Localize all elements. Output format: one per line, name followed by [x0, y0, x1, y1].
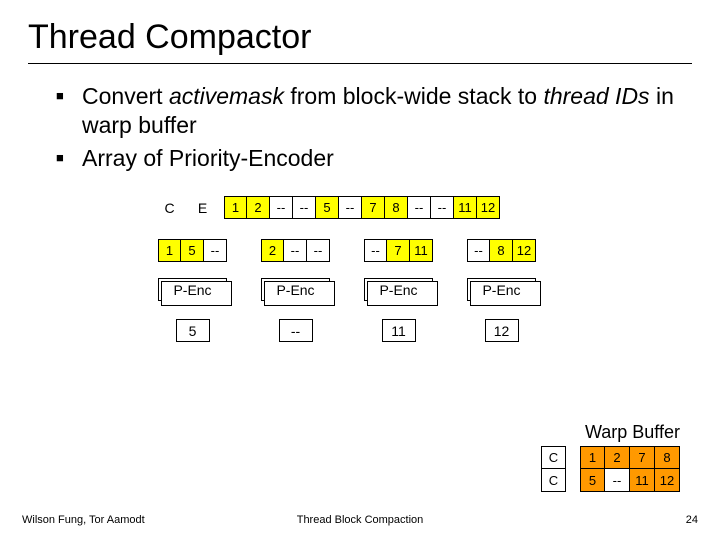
- group-cell: --: [204, 239, 227, 262]
- mask-cell: 11: [454, 196, 477, 219]
- footer-page-number: 24: [686, 514, 698, 526]
- mask-cell: --: [339, 196, 362, 219]
- mask-cell: 8: [385, 196, 408, 219]
- warp-buffer-cell: 11: [630, 469, 655, 492]
- group-cell: 8: [490, 239, 513, 262]
- warp-buffer-cell: 12: [655, 469, 680, 492]
- warp-buffer-cell: --: [605, 469, 630, 492]
- top-activemask-row: C E 1 2 -- -- 5 -- 7 8 -- -- 11 12: [158, 196, 658, 219]
- label-c: C: [158, 196, 181, 219]
- group-cell: 5: [181, 239, 204, 262]
- encoder-group: 2 -- -- P-Enc --: [261, 239, 330, 342]
- bullet-1-em1: activemask: [169, 83, 284, 109]
- warp-buffer-cell: 7: [630, 446, 655, 469]
- label-e: E: [191, 196, 214, 219]
- group-cell: 11: [410, 239, 433, 262]
- group-cell: --: [467, 239, 490, 262]
- page-title: Thread Compactor: [28, 18, 692, 57]
- title-rule: [28, 63, 692, 64]
- group-cell: 7: [387, 239, 410, 262]
- mask-cell: 1: [224, 196, 247, 219]
- mask-cell: --: [408, 196, 431, 219]
- warp-buffer-title: Warp Buffer: [541, 422, 680, 443]
- warp-buffer-row: C 1 2 7 8: [541, 446, 680, 469]
- warp-buffer-label: C: [541, 469, 566, 492]
- encoder-group: 1 5 -- P-Enc 5: [158, 239, 227, 342]
- bullet-1: Convert activemask from block-wide stack…: [56, 82, 692, 140]
- group-cell: 2: [261, 239, 284, 262]
- bullet-1-em2: thread IDs: [543, 83, 649, 109]
- priority-encoder: P-Enc: [467, 278, 536, 301]
- bullet-list: Convert activemask from block-wide stack…: [28, 82, 692, 172]
- group-cell: --: [284, 239, 307, 262]
- warp-buffer-row: C 5 -- 11 12: [541, 469, 680, 492]
- mask-cell: 12: [477, 196, 500, 219]
- footer-title: Thread Block Compaction: [0, 514, 720, 526]
- group-cell: 1: [158, 239, 181, 262]
- priority-encoder: P-Enc: [261, 278, 330, 301]
- bullet-1-text: Convert: [82, 83, 169, 109]
- encoder-group: -- 8 12 P-Enc 12: [467, 239, 536, 342]
- warp-buffer-cell: 8: [655, 446, 680, 469]
- encoder-groups: 1 5 -- P-Enc 5 2 -- -- P-Enc --: [158, 239, 658, 342]
- bullet-1-mid: from block-wide stack to: [284, 83, 543, 109]
- warp-buffer-label: C: [541, 446, 566, 469]
- diagram-area: C E 1 2 -- -- 5 -- 7 8 -- -- 11 12 1 5 -…: [158, 196, 658, 342]
- group-cell: --: [364, 239, 387, 262]
- encoder-group: -- 7 11 P-Enc 11: [364, 239, 433, 342]
- warp-buffer-cell: 2: [605, 446, 630, 469]
- mask-cell: 5: [316, 196, 339, 219]
- mask-cell: 2: [247, 196, 270, 219]
- priority-encoder: P-Enc: [158, 278, 227, 301]
- encoder-output: 12: [485, 319, 519, 342]
- warp-buffer-cell: 1: [580, 446, 605, 469]
- mask-cell: --: [270, 196, 293, 219]
- mask-cell: --: [431, 196, 454, 219]
- encoder-output: 11: [382, 319, 416, 342]
- group-cell: 12: [513, 239, 536, 262]
- encoder-output: --: [279, 319, 313, 342]
- mask-cell: 7: [362, 196, 385, 219]
- warp-buffer-cell: 5: [580, 469, 605, 492]
- mask-cell: --: [293, 196, 316, 219]
- warp-buffer: Warp Buffer C 1 2 7 8 C 5 -- 11 12: [541, 422, 680, 492]
- bullet-2: Array of Priority-Encoder: [56, 144, 692, 173]
- priority-encoder: P-Enc: [364, 278, 433, 301]
- group-cell: --: [307, 239, 330, 262]
- encoder-output: 5: [176, 319, 210, 342]
